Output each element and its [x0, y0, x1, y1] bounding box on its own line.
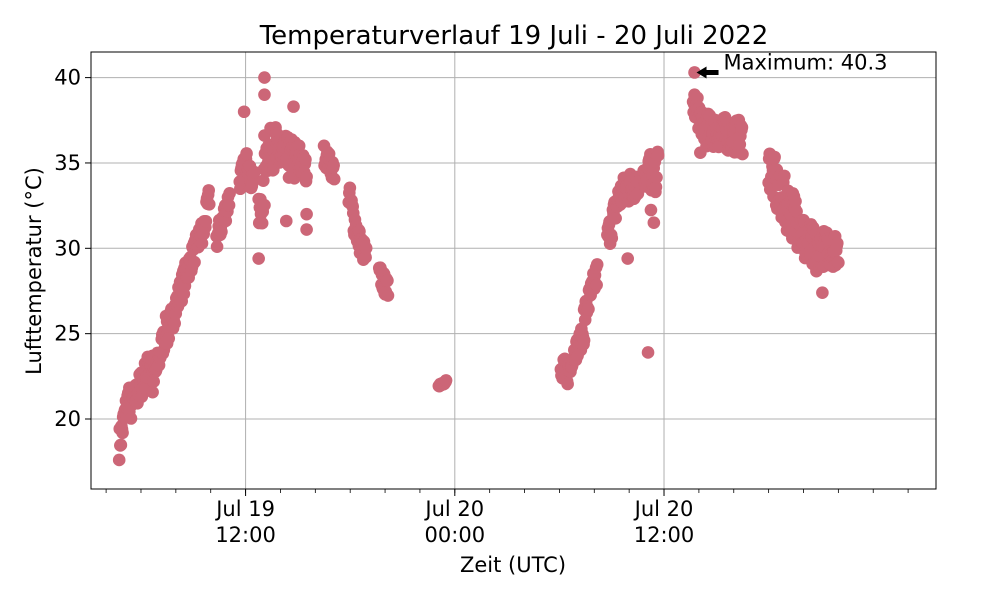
data-point: [735, 121, 749, 134]
data-point: [210, 240, 224, 254]
data-point: [147, 375, 160, 388]
data-point: [359, 251, 372, 264]
data-point: [778, 169, 791, 183]
data-point: [439, 374, 453, 387]
x-tick-label-time: 00:00: [425, 523, 486, 547]
data-point: [651, 149, 665, 162]
maximum-annotation: Maximum: 40.3: [696, 50, 888, 79]
data-point: [736, 147, 749, 161]
plot-frame: [90, 51, 937, 490]
chart-title: Temperaturverlauf 19 Juli - 20 Juli 2022: [259, 21, 769, 51]
data-point: [237, 105, 251, 119]
x-axis-label: Zeit (UTC): [460, 553, 566, 577]
data-point: [641, 346, 655, 359]
data-point: [644, 203, 658, 217]
data-point: [279, 214, 293, 228]
data-point: [223, 186, 236, 200]
data-point: [381, 289, 395, 302]
data-point: [343, 181, 357, 195]
data-point: [116, 426, 129, 440]
x-tick-label-date: Jul 20: [423, 497, 484, 521]
data-point: [789, 194, 802, 208]
y-axis: 20 25 30 35 40: [54, 66, 91, 431]
data-point: [202, 184, 216, 197]
plot-area: [91, 52, 936, 489]
data-point: [240, 147, 253, 160]
y-axis-label: Lufttemperatur (°C): [22, 167, 46, 375]
data-point: [327, 172, 341, 186]
data-point: [816, 286, 829, 299]
data-point: [168, 317, 181, 330]
data-point: [258, 71, 271, 84]
data-point: [124, 412, 138, 425]
data-point: [649, 180, 663, 194]
data-point: [300, 170, 313, 184]
annotation-label: Maximum: 40.3: [724, 50, 888, 74]
data-points: [112, 66, 845, 467]
y-tick-label: 25: [54, 322, 81, 346]
data-point: [688, 66, 701, 79]
x-tick-label-time: 12:00: [215, 523, 276, 547]
data-point: [222, 198, 236, 212]
data-point: [300, 223, 313, 236]
data-point: [590, 278, 603, 292]
data-point: [590, 258, 604, 271]
data-point: [650, 171, 663, 184]
data-point: [162, 332, 176, 345]
grid-lines: [91, 52, 936, 489]
data-point: [258, 88, 271, 101]
data-point: [215, 225, 228, 239]
data-point: [287, 100, 300, 113]
data-point: [202, 197, 216, 211]
data-point: [381, 274, 394, 287]
data-point: [327, 159, 340, 172]
y-tick-label: 40: [54, 66, 81, 90]
data-point: [688, 88, 701, 101]
data-point: [188, 255, 201, 269]
data-point: [561, 377, 574, 391]
data-point: [257, 174, 270, 187]
annotation-arrow: [696, 66, 719, 79]
y-tick-label: 35: [54, 151, 81, 175]
x-tick-label-time: 12:00: [634, 523, 695, 547]
data-point: [647, 216, 661, 230]
data-point: [114, 438, 128, 452]
data-point: [582, 302, 595, 316]
x-tick-label-date: Jul 20: [633, 497, 694, 521]
data-point: [609, 211, 622, 225]
data-point: [300, 207, 313, 221]
data-point: [248, 165, 261, 179]
data-point: [621, 252, 634, 265]
data-point: [112, 453, 126, 467]
data-point: [146, 385, 159, 399]
data-point: [832, 256, 845, 269]
data-point: [195, 237, 209, 250]
data-point: [694, 146, 707, 160]
y-tick-label: 20: [54, 407, 81, 431]
data-point: [605, 231, 619, 245]
data-point: [790, 205, 803, 218]
data-point: [768, 150, 781, 164]
data-point: [577, 334, 591, 347]
data-point: [255, 216, 269, 230]
data-point: [199, 214, 213, 228]
data-point: [359, 241, 373, 255]
y-tick-label: 30: [54, 236, 81, 260]
data-point: [258, 198, 271, 212]
x-tick-label-date: Jul 19: [214, 497, 275, 521]
data-point: [252, 252, 265, 265]
data-point: [299, 153, 312, 166]
data-point: [830, 236, 844, 250]
